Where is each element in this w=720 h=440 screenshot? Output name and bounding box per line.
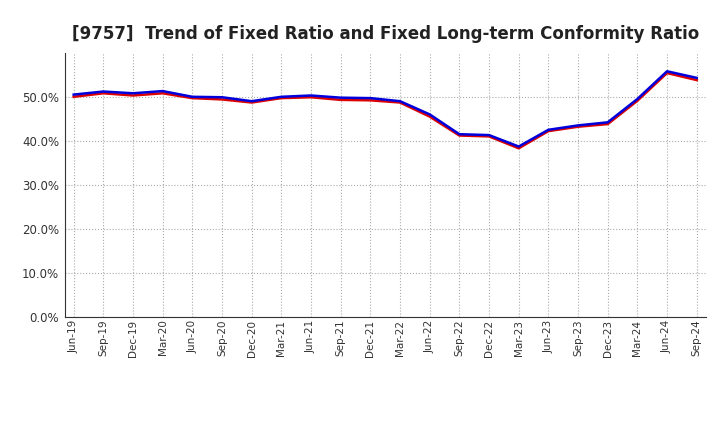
Fixed Long-term Conformity Ratio: [603, 121, 612, 127]
Fixed Long-term Conformity Ratio: [336, 97, 345, 103]
Fixed Ratio: [426, 112, 434, 117]
Fixed Ratio: [603, 120, 612, 125]
Fixed Long-term Conformity Ratio: [662, 70, 671, 76]
Fixed Long-term Conformity Ratio: [514, 146, 523, 151]
Fixed Ratio: [188, 94, 197, 99]
Fixed Ratio: [366, 95, 374, 101]
Fixed Long-term Conformity Ratio: [188, 95, 197, 101]
Fixed Ratio: [396, 99, 405, 104]
Fixed Ratio: [69, 92, 78, 97]
Fixed Long-term Conformity Ratio: [366, 98, 374, 103]
Fixed Long-term Conformity Ratio: [99, 91, 108, 96]
Fixed Ratio: [455, 132, 464, 137]
Fixed Ratio: [217, 95, 226, 100]
Fixed Ratio: [544, 127, 553, 132]
Fixed Long-term Conformity Ratio: [277, 95, 286, 101]
Fixed Long-term Conformity Ratio: [158, 91, 167, 96]
Fixed Long-term Conformity Ratio: [633, 98, 642, 103]
Fixed Long-term Conformity Ratio: [217, 97, 226, 102]
Fixed Ratio: [99, 89, 108, 94]
Fixed Long-term Conformity Ratio: [69, 94, 78, 99]
Fixed Ratio: [277, 94, 286, 99]
Fixed Long-term Conformity Ratio: [485, 134, 493, 139]
Fixed Long-term Conformity Ratio: [426, 114, 434, 119]
Line: Fixed Long-term Conformity Ratio: Fixed Long-term Conformity Ratio: [73, 73, 697, 148]
Fixed Ratio: [514, 144, 523, 149]
Title: [9757]  Trend of Fixed Ratio and Fixed Long-term Conformity Ratio: [9757] Trend of Fixed Ratio and Fixed Lo…: [71, 25, 699, 43]
Fixed Ratio: [662, 69, 671, 74]
Fixed Long-term Conformity Ratio: [574, 124, 582, 129]
Fixed Ratio: [485, 132, 493, 138]
Fixed Long-term Conformity Ratio: [129, 93, 138, 98]
Fixed Ratio: [307, 93, 315, 98]
Fixed Ratio: [248, 99, 256, 104]
Fixed Long-term Conformity Ratio: [248, 100, 256, 105]
Fixed Ratio: [574, 123, 582, 128]
Fixed Ratio: [633, 96, 642, 102]
Fixed Ratio: [129, 91, 138, 96]
Fixed Ratio: [158, 88, 167, 94]
Fixed Ratio: [336, 95, 345, 100]
Fixed Long-term Conformity Ratio: [544, 128, 553, 134]
Line: Fixed Ratio: Fixed Ratio: [73, 71, 697, 147]
Fixed Long-term Conformity Ratio: [396, 100, 405, 105]
Fixed Long-term Conformity Ratio: [307, 95, 315, 100]
Fixed Long-term Conformity Ratio: [693, 77, 701, 83]
Fixed Ratio: [693, 75, 701, 81]
Fixed Long-term Conformity Ratio: [455, 133, 464, 138]
